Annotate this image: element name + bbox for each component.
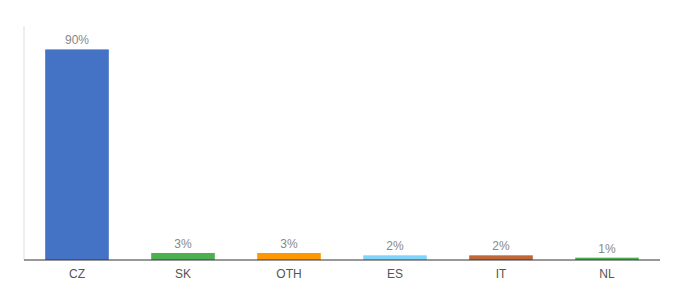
data-labels: 90% 3% 3% 2% 2% 1%: [65, 33, 616, 255]
bar: [151, 253, 215, 260]
x-tick-label: NL: [599, 267, 615, 281]
bars: [45, 49, 639, 260]
data-label: 1%: [598, 242, 616, 256]
bar: [45, 49, 109, 260]
x-tick-label: SK: [175, 267, 191, 281]
data-label: 3%: [280, 237, 298, 251]
data-label: 2%: [492, 239, 510, 253]
data-label: 2%: [386, 239, 404, 253]
bar: [363, 255, 427, 260]
plot-area: [24, 26, 660, 260]
x-tick-label: CZ: [69, 267, 85, 281]
y-axis-line: [24, 26, 25, 260]
data-label: 3%: [174, 237, 192, 251]
x-tick-label: IT: [496, 267, 507, 281]
chart-container: 90% 3% 3% 2% 2% 1% CZ SK OTH ES IT NL: [0, 0, 680, 300]
x-tick-label: OTH: [276, 267, 301, 281]
data-label: 90%: [65, 33, 89, 47]
chart: 90% 3% 3% 2% 2% 1% CZ SK OTH ES IT NL: [0, 0, 680, 300]
x-tick-label: ES: [387, 267, 403, 281]
x-axis-line: [24, 260, 660, 261]
bar: [257, 253, 321, 260]
bar: [469, 255, 533, 260]
x-tick-labels: CZ SK OTH ES IT NL: [69, 267, 615, 281]
